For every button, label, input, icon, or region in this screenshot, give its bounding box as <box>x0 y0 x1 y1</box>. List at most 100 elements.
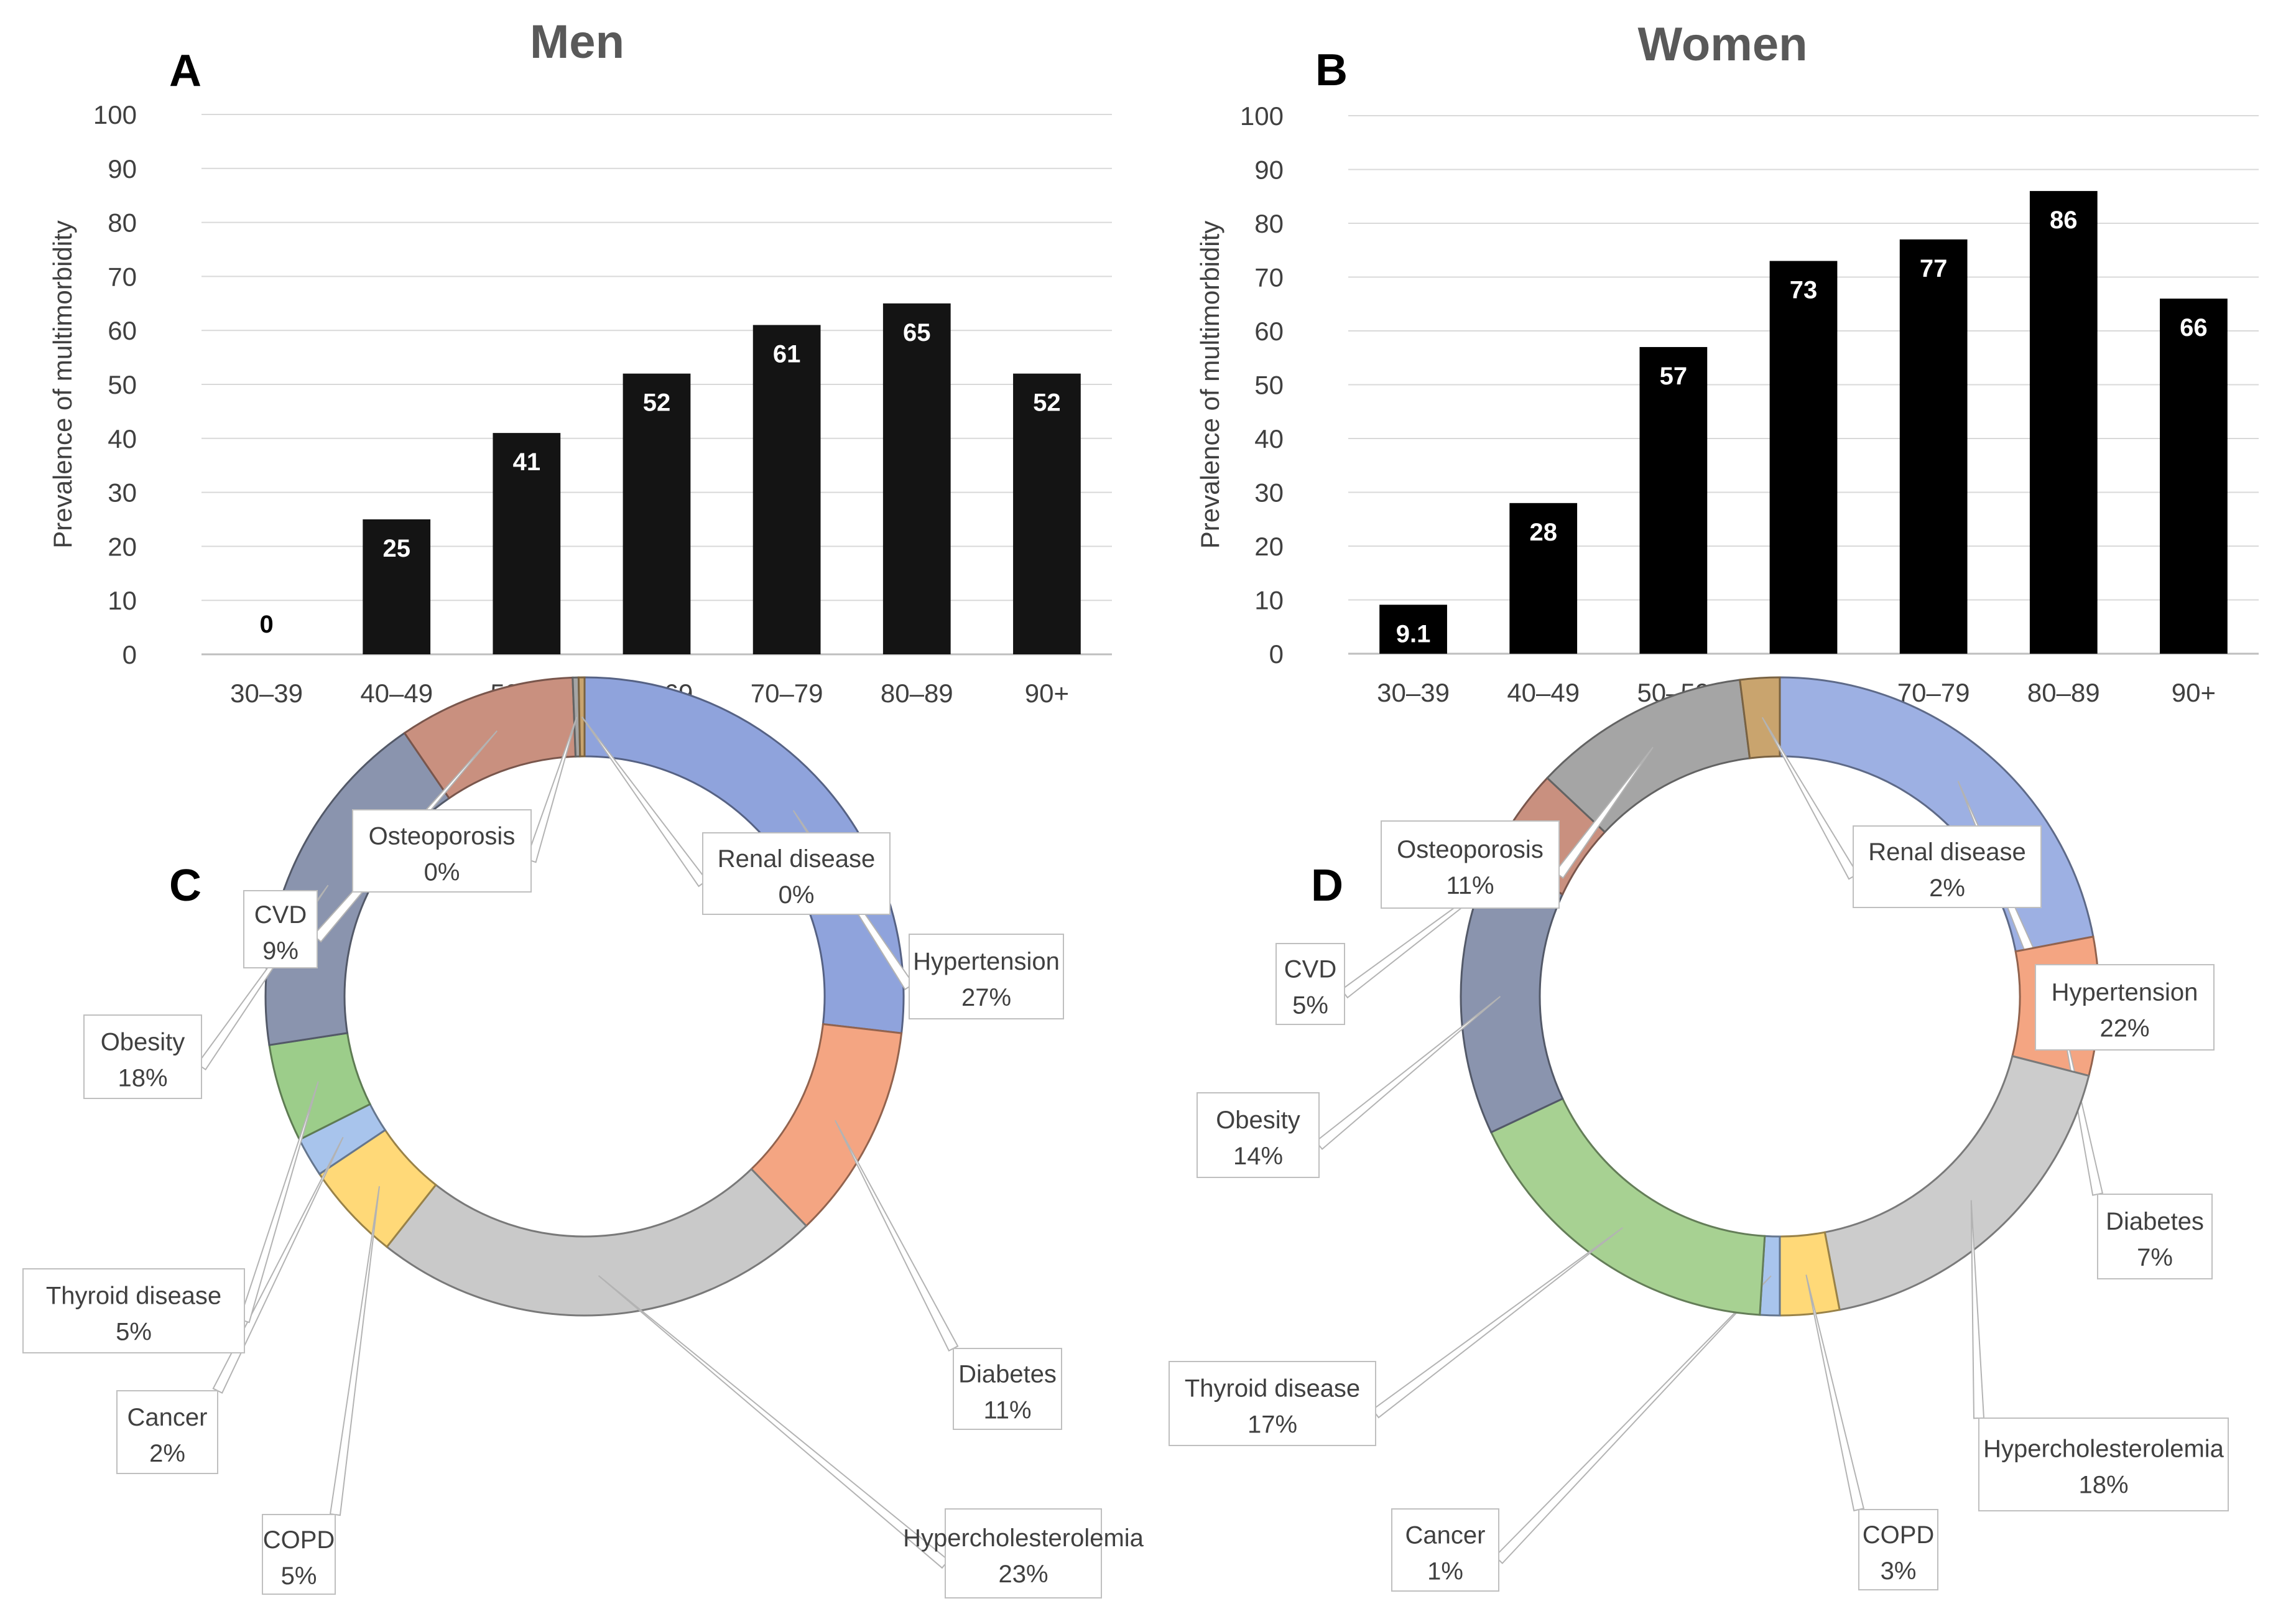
slice-label: Renal disease <box>718 845 876 873</box>
bar-value-label: 73 <box>1790 277 1818 304</box>
bar <box>1379 605 1447 654</box>
callout-box <box>1275 943 1345 1025</box>
chart-title: Women <box>1637 18 1807 71</box>
bar-value-label: 28 <box>1529 519 1557 546</box>
y-axis-label: Prevalence of multimorbidity <box>1195 221 1224 549</box>
x-tick-label: 80–89 <box>2027 678 2100 707</box>
y-axis-label: Prevalence of multimorbidity <box>48 220 77 549</box>
slice-label: CVD <box>1284 956 1336 983</box>
x-tick-label: 70–79 <box>1897 678 1970 707</box>
slice-label: Osteoporosis <box>1397 836 1544 863</box>
bar-value-label: 86 <box>2050 206 2078 234</box>
slice-percent: 2% <box>1929 875 1965 902</box>
slice-percent: 17% <box>1248 1411 1297 1439</box>
callout-leader <box>329 1186 380 1516</box>
x-tick-label: 40–49 <box>360 679 433 708</box>
slice-percent: 23% <box>998 1561 1048 1588</box>
donut-slice <box>577 676 586 758</box>
y-tick-label: 10 <box>108 586 137 615</box>
slice-percent: 0% <box>779 881 815 909</box>
bar-value-label: 61 <box>773 341 801 368</box>
callout-box <box>909 934 1064 1019</box>
bar-value-label: 41 <box>513 448 541 476</box>
bar <box>1509 503 1578 654</box>
callout-box <box>702 832 891 915</box>
x-tick-label: 80–89 <box>881 679 953 708</box>
y-tick-label: 40 <box>108 424 137 453</box>
slice-percent: 7% <box>2137 1244 2173 1271</box>
slice-label: Obesity <box>101 1028 185 1056</box>
y-tick-label: 80 <box>108 208 137 238</box>
donut-slice <box>1779 676 2095 953</box>
y-tick-label: 90 <box>108 154 137 183</box>
donut-slice <box>1489 1097 1766 1316</box>
bar-value-label: 66 <box>2180 314 2208 341</box>
bar <box>2029 191 2098 654</box>
callout-box <box>243 890 318 968</box>
bar-chart-women: 01020304050607080901009.130–392840–49575… <box>1195 18 2259 756</box>
y-tick-label: 20 <box>108 532 137 561</box>
slice-label: COPD <box>263 1526 335 1554</box>
bar <box>752 325 821 654</box>
slice-percent: 2% <box>149 1440 185 1467</box>
slice-percent: 3% <box>1881 1557 1917 1585</box>
donut-slice <box>386 1167 808 1317</box>
donut-chart-women: Hypertension 22% Diabetes 7% Hypercholestero… <box>1169 676 2229 1592</box>
slice-percent: 27% <box>961 984 1011 1011</box>
callout-box <box>1381 820 1560 909</box>
slice-label: Hypertension <box>913 948 1060 975</box>
slice-percent: 5% <box>1292 992 1328 1019</box>
callout-box <box>262 1514 336 1595</box>
callout-box <box>116 1390 218 1474</box>
y-tick-label: 0 <box>1269 639 1284 669</box>
y-tick-label: 60 <box>1254 317 1284 346</box>
slice-percent: 9% <box>262 937 299 965</box>
bar <box>493 433 561 654</box>
donut-chart-men: Hypertension 27% Diabetes 11% Hypercholester… <box>22 676 1144 1598</box>
bar-value-label: 77 <box>1920 255 1948 282</box>
slice-label: Osteoporosis <box>369 822 516 850</box>
x-tick-label: 30–39 <box>230 679 303 708</box>
slice-label: Hypercholesterolemia <box>1983 1436 2224 1463</box>
x-tick-label: 40–49 <box>1507 678 1580 707</box>
callout-leader <box>598 1275 950 1569</box>
slice-label: Hypertension <box>2052 979 2198 1006</box>
y-tick-label: 50 <box>1254 371 1284 400</box>
slice-label: Thyroid disease <box>1185 1375 1360 1403</box>
y-tick-label: 60 <box>108 316 137 345</box>
x-tick-label: 90+ <box>1025 679 1069 708</box>
slice-label: Obesity <box>1216 1107 1300 1134</box>
bar-value-label: 9.1 <box>1396 620 1431 647</box>
chart-title: Men <box>530 16 624 68</box>
y-tick-label: 30 <box>1254 478 1284 508</box>
callout-box <box>1197 1092 1320 1178</box>
callout-box <box>2097 1194 2213 1279</box>
bar-value-label: 52 <box>643 389 671 417</box>
panel-letter: A <box>169 46 201 96</box>
y-tick-label: 10 <box>1254 586 1284 615</box>
bar <box>623 373 691 654</box>
y-tick-label: 30 <box>108 478 137 508</box>
y-tick-label: 100 <box>1240 101 1284 131</box>
y-tick-label: 70 <box>1254 263 1284 292</box>
bar-value-label: 0 <box>259 611 273 638</box>
slice-percent: 0% <box>424 858 460 886</box>
slice-percent: 11% <box>1446 872 1494 899</box>
donut-slice <box>1739 676 1781 759</box>
bar <box>1013 373 1081 654</box>
callout-leader <box>212 1136 344 1394</box>
slice-label: Cancer <box>1405 1521 1486 1549</box>
y-tick-label: 40 <box>1254 424 1284 453</box>
callout-box <box>1853 825 2042 908</box>
callout-box <box>2035 964 2215 1051</box>
callout-box <box>1978 1418 2229 1511</box>
slice-percent: 11% <box>983 1397 1031 1424</box>
slice-label: COPD <box>1863 1521 1935 1549</box>
bar <box>2160 299 2228 654</box>
slice-percent: 5% <box>116 1319 152 1346</box>
y-tick-label: 70 <box>108 262 137 291</box>
slice-percent: 5% <box>281 1562 317 1590</box>
bar-value-label: 25 <box>382 535 410 562</box>
x-tick-label: 70–79 <box>751 679 823 708</box>
